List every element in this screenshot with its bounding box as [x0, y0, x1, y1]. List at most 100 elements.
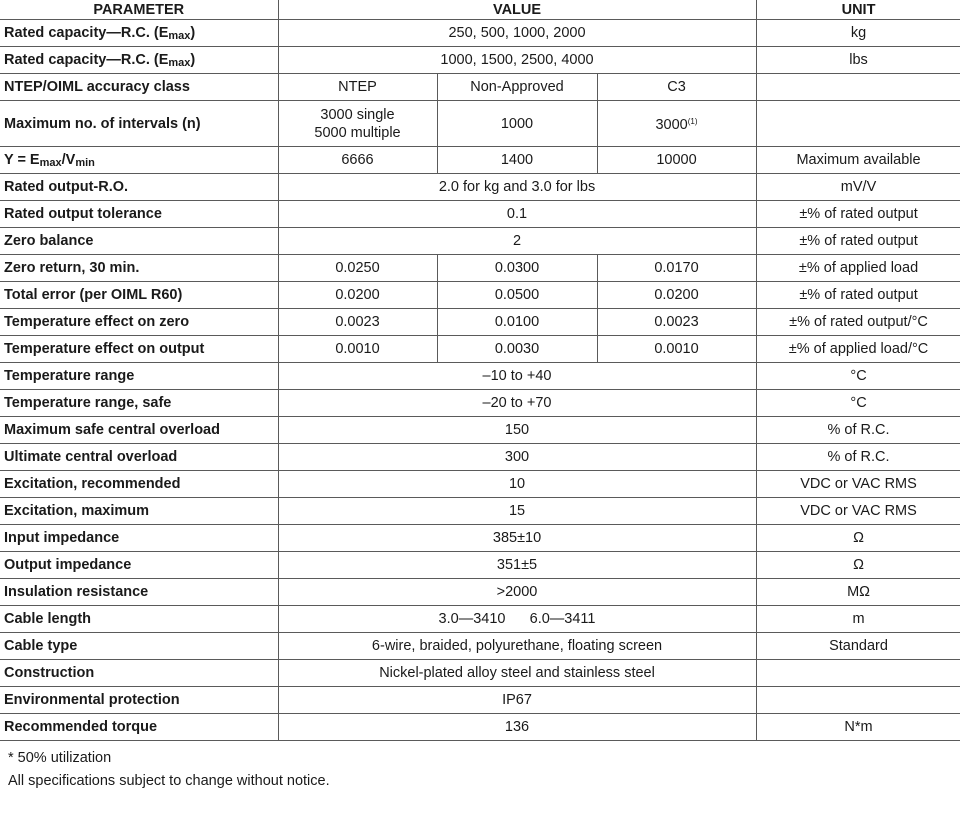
- value-cell: 1000, 1500, 2500, 4000: [277, 46, 757, 74]
- unit-cell: % of R.C.: [755, 416, 960, 444]
- value-cell: 15: [277, 497, 757, 525]
- value-cell: 6666: [277, 146, 438, 174]
- unit-cell: °C: [755, 389, 960, 417]
- unit-cell: ±% of rated output: [755, 200, 960, 228]
- value-cell: IP67: [277, 686, 757, 714]
- table-row: Maximum safe central overload 150% of R.C…: [0, 416, 960, 444]
- footnote-disclaimer: All specifications subject to change wit…: [8, 773, 330, 789]
- subscript: max: [168, 29, 191, 42]
- unit-cell: [755, 73, 960, 101]
- value-cell: 0.0500: [436, 281, 598, 309]
- value-cell: 0.0030: [436, 335, 598, 363]
- table-row: Rated capacity—R.C. (Emax) 250, 500, 1000…: [0, 19, 960, 47]
- value-cell: 3000(1): [596, 100, 757, 147]
- parameter-cell: Zero return, 30 min.: [0, 254, 279, 282]
- value-cell: 3.0—3410 6.0—3411: [277, 605, 757, 633]
- table-row: Rated output tolerance 0.1 ±% of rated out…: [0, 200, 960, 228]
- value-cell: 0.0300: [436, 254, 598, 282]
- value-cell: 2: [277, 227, 757, 255]
- parameter-cell: Excitation, maximum: [0, 497, 279, 525]
- table-row: Maximum no. of intervals (n) 3000 single 5…: [0, 100, 960, 147]
- unit-cell: Ω: [755, 551, 960, 579]
- value-text: 0.0010: [654, 341, 699, 357]
- value-text: 0.0200: [335, 287, 380, 303]
- parameter-cell: Zero balance: [0, 227, 279, 255]
- table-row: Cable length 3.0—3410 6.0—3411 m: [0, 605, 960, 633]
- unit-cell: Maximum available: [755, 146, 960, 174]
- parameter-cell: Ultimate central overload: [0, 443, 279, 471]
- value-text: 0.0023: [654, 314, 699, 330]
- parameter-cell: Output impedance: [0, 551, 279, 579]
- value-text: 0.0023: [335, 314, 380, 330]
- parameter-text: ): [190, 24, 196, 41]
- value-cell: 1000: [436, 100, 598, 147]
- value-cell: 0.0170: [596, 254, 757, 282]
- subscript: min: [75, 156, 95, 169]
- parameter-text: /V: [61, 151, 76, 168]
- value-text: 0.0030: [494, 341, 540, 357]
- table-row: Total error (per OIML R60) 0.0200 0.0500 0.…: [0, 281, 960, 309]
- value-text: 0.0500: [494, 287, 540, 303]
- value-cell: NTEP: [277, 73, 438, 101]
- value-cell: >2000: [277, 578, 757, 606]
- table-row: Recommended torque 136 N*m: [0, 713, 960, 741]
- value-text: 0.0010: [335, 341, 380, 357]
- unit-cell: % of R.C.: [755, 443, 960, 471]
- table-row: Excitation, recommended 10 VDC or VAC RMS: [0, 470, 960, 498]
- footnote-marker: (1): [687, 117, 698, 126]
- value-cell: 0.0200: [596, 281, 757, 309]
- unit-cell: mV/V: [755, 173, 960, 201]
- value-cell: 10000: [596, 146, 757, 174]
- parameter-cell: Construction: [0, 659, 279, 687]
- table-row: Ultimate central overload 300% of R.C.: [0, 443, 960, 471]
- value-cell: 0.1: [277, 200, 757, 228]
- unit-cell: ±% of rated output: [755, 227, 960, 255]
- value-text: 0.0300: [494, 260, 540, 276]
- value-text: 6666: [341, 152, 374, 168]
- value-text: 0.0170: [654, 260, 699, 276]
- unit-cell: N*m: [755, 713, 960, 741]
- header-unit: UNIT: [755, 0, 960, 20]
- unit-cell: ±% of applied load: [755, 254, 960, 282]
- parameter-text: Rated capacity—R.C. (E: [4, 24, 169, 41]
- value-cell: Nickel-plated alloy steel and stainless …: [277, 659, 757, 687]
- footnote-utilization: * 50% utilization: [8, 750, 112, 766]
- value-text: NTEP: [338, 79, 377, 95]
- value-cell: –10 to +40: [277, 362, 757, 390]
- value-text: 1000: [500, 115, 534, 132]
- parameter-cell: Excitation, recommended: [0, 470, 279, 498]
- table-row: Zero return, 30 min. 0.0250 0.0300 0.0170 ±%…: [0, 254, 960, 282]
- value-text: 1400: [500, 152, 534, 168]
- value-cell: 351±5: [277, 551, 757, 579]
- value-cell: 0.0200: [277, 281, 438, 309]
- unit-cell: °C: [755, 362, 960, 390]
- table-row: Insulation resistance >2000 MΩ: [0, 578, 960, 606]
- table-row: Temperature range, safe –20 to +70 °C: [0, 389, 960, 417]
- unit-cell: [755, 100, 960, 147]
- value-text: 0.0250: [335, 260, 380, 276]
- value-text: Non-Approved: [470, 79, 564, 95]
- value-cell: 136: [277, 713, 757, 741]
- value-cell: 3000 single 5000 multiple: [277, 100, 438, 147]
- parameter-cell: Environmental protection: [0, 686, 279, 714]
- value-cell: Non-Approved: [436, 73, 598, 101]
- unit-cell: [755, 659, 960, 687]
- value-cell: 0.0010: [277, 335, 438, 363]
- parameter-cell: Cable length: [0, 605, 279, 633]
- value-text: 0.0100: [494, 314, 540, 330]
- table-row: Temperature effect on zero 0.0023 0.0100 0.…: [0, 308, 960, 336]
- parameter-cell: Cable type: [0, 632, 279, 660]
- header-value: VALUE: [277, 0, 757, 20]
- unit-cell: ±% of applied load/°C: [755, 335, 960, 363]
- value-text: 10000: [656, 152, 697, 168]
- value-cell: 1400: [436, 146, 598, 174]
- table-row: Rated output-R.O. 2.0 for kg and 3.0 for …: [0, 173, 960, 201]
- parameter-cell: Temperature range, safe: [0, 389, 279, 417]
- table-row: Cable type 6-wire, braided, polyurethane,…: [0, 632, 960, 660]
- value-cell: 300: [277, 443, 757, 471]
- parameter-cell: NTEP/OIML accuracy class: [0, 73, 279, 101]
- parameter-cell: Rated capacity—R.C. (Emax): [0, 19, 279, 47]
- subscript: max: [168, 56, 191, 69]
- unit-cell: [755, 686, 960, 714]
- value-cell: 0.0250: [277, 254, 438, 282]
